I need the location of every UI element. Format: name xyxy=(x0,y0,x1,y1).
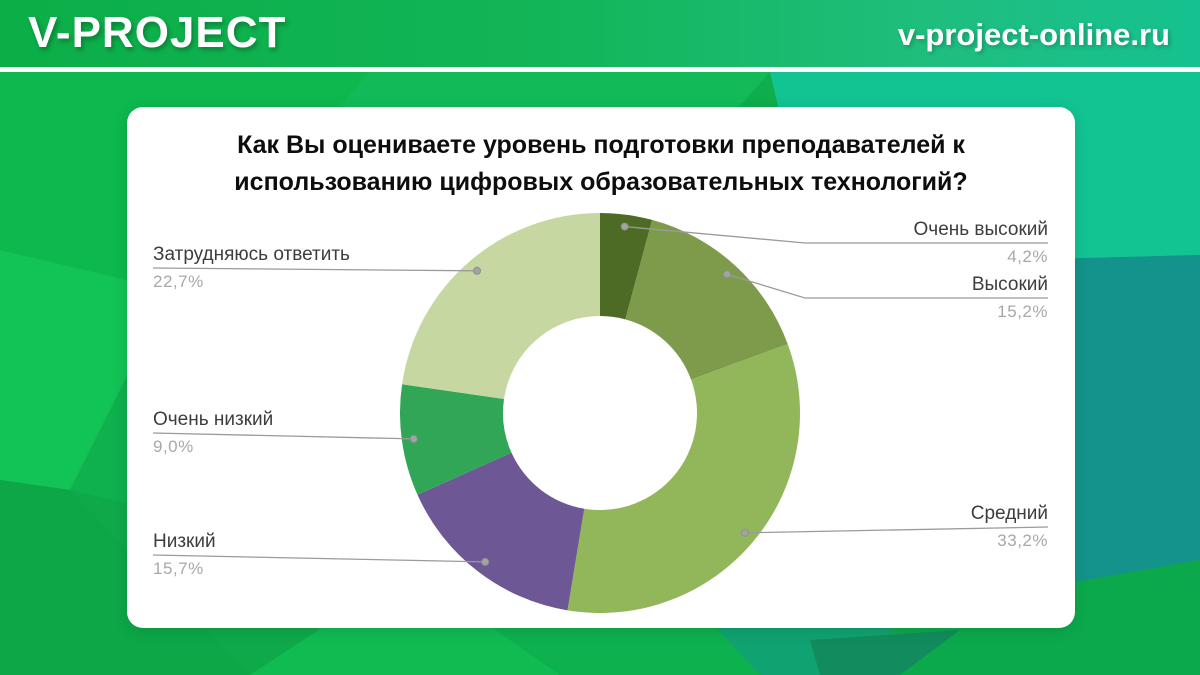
slice-percent: 15,2% xyxy=(997,302,1048,321)
header-bar: V-PROJECT v-project-online.ru xyxy=(0,0,1200,72)
slice-label: Низкий xyxy=(153,531,216,552)
callout-high: Высокий 15,2% xyxy=(708,271,1048,321)
brand-logo: V-PROJECT xyxy=(28,8,287,57)
chart-title-line-1: Как Вы оцениваете уровень подготовки пре… xyxy=(237,131,965,159)
slice-label: Средний xyxy=(970,503,1048,524)
callout-undecided: Затрудняюсь ответить 22,7% xyxy=(153,241,493,291)
chart-title-line-2: использованию цифровых образовательных т… xyxy=(234,168,968,196)
slice-label: Затрудняюсь ответить xyxy=(153,244,350,265)
slice-percent: 4,2% xyxy=(1007,247,1048,266)
chart-title: Как Вы оцениваете уровень подготовки пре… xyxy=(127,127,1075,201)
slice-percent: 22,7% xyxy=(153,272,204,291)
site-url: v-project-online.ru xyxy=(897,17,1170,52)
slice-percent: 33,2% xyxy=(997,531,1048,550)
slice-label: Очень низкий xyxy=(153,409,274,430)
slice-percent: 9,0% xyxy=(153,437,194,456)
callout-medium: Средний 33,2% xyxy=(708,500,1048,550)
slice-label: Очень высокий xyxy=(913,219,1048,240)
callout-very-high: Очень высокий 4,2% xyxy=(708,216,1048,266)
slice-percent: 15,7% xyxy=(153,559,204,578)
slice-label: Высокий xyxy=(971,274,1048,295)
callout-low: Низкий 15,7% xyxy=(153,528,493,578)
callout-very-low: Очень низкий 9,0% xyxy=(153,406,493,456)
